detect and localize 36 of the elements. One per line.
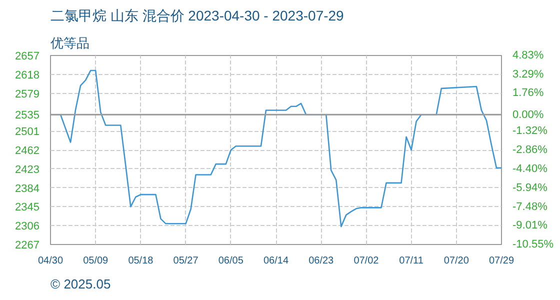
x-tick-label: 06/05 (218, 256, 244, 266)
y2-tick-label: -1.32% (512, 125, 548, 138)
y2-tick-label: -2.86% (512, 144, 548, 156)
x-tick-label: 04/30 (38, 256, 64, 266)
y2-tick-label: -9.01% (512, 220, 548, 232)
y-tick-label: 2657 (15, 50, 40, 62)
x-tick-label: 05/18 (128, 256, 154, 266)
x-tick-label: 06/14 (263, 256, 289, 266)
y-tick-label: 2384 (15, 182, 40, 195)
y-tick-label: 2306 (15, 220, 40, 233)
y2-tick-label: 0.00% (512, 108, 544, 121)
x-tick-label: 07/02 (354, 256, 380, 266)
y2-tick-label: -4.40% (512, 162, 548, 175)
y2-tick-label: -10.55% (512, 238, 554, 250)
x-tick-label: 07/20 (444, 256, 470, 266)
y-tick-label: 2423 (15, 164, 40, 176)
y2-tick-label: -7.48% (512, 200, 548, 213)
x-tick-label: 05/27 (173, 256, 199, 266)
chart-title: 二氯甲烷 山东 混合价 2023-04-30 - 2023-07-29 (50, 8, 344, 24)
y-tick-label: 2267 (15, 240, 40, 252)
y2-tick-label: -5.94% (512, 182, 548, 194)
y2-tick-label: 3.29% (512, 68, 544, 80)
x-tick-label: 05/09 (83, 256, 109, 266)
y-tick-label: 2618 (15, 69, 40, 82)
y2-tick-label: 4.83% (512, 50, 544, 62)
chart-subtitle: 优等品 (50, 36, 90, 50)
text: © 2025.05 (50, 276, 111, 292)
y-tick-label: 2345 (15, 202, 40, 214)
y-tick-label: 2462 (15, 145, 40, 157)
x-tick-label: 06/23 (308, 256, 334, 266)
x-tick-label: 07/11 (399, 256, 424, 266)
y-tick-label: 2579 (15, 88, 40, 100)
y-tick-label: 2501 (15, 126, 40, 138)
y2-tick-label: 1.76% (512, 87, 544, 100)
y-tick-label: 2535 (15, 110, 40, 122)
x-tick-label: 07/29 (488, 256, 514, 266)
